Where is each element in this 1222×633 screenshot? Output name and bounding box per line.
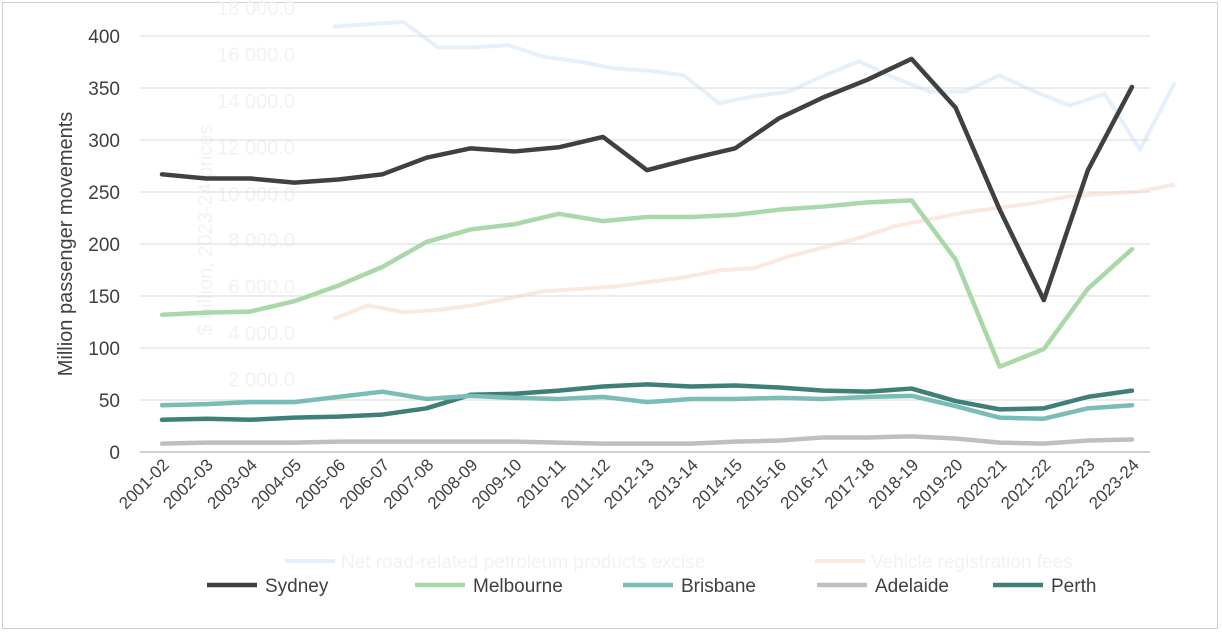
ghost-y-axis-title: $ billion, 2023-24 prices <box>195 124 217 335</box>
series-line-melbourne <box>159 198 1135 369</box>
series-line-adelaide <box>159 434 1135 446</box>
ghost-y-tick-label: 8 000.0 <box>228 230 295 252</box>
legend-label-brisbane: Brisbane <box>681 576 756 597</box>
ghost-series-line <box>332 182 1176 322</box>
y-tick-label: 0 <box>109 443 120 464</box>
y-tick-label: 400 <box>88 27 120 48</box>
ghost-legend-label: Net road-related petroleum products exci… <box>341 552 705 573</box>
legend-label-adelaide: Adelaide <box>875 576 949 597</box>
series-line-perth <box>159 382 1135 423</box>
y-tick-label: 150 <box>88 287 120 308</box>
legend-label-perth: Perth <box>1051 576 1096 597</box>
ghost-y-tick-label: 6 000.0 <box>228 277 295 299</box>
series-line-brisbane <box>159 389 1135 421</box>
ghost-y-tick-label: 4 000.0 <box>228 323 295 345</box>
y-axis-ticks: 0 50 100 150 200 250 300 350 400 <box>88 27 120 464</box>
ghost-y-tick-label: 10 000.0 <box>217 184 295 206</box>
ghost-chart: 2 000.0 4 000.0 6 000.0 8 000.0 10 000.0 12 0… <box>195 0 1177 573</box>
ghost-y-tick-label: 16 000.0 <box>217 44 295 66</box>
series-line-sydney <box>159 56 1135 303</box>
ghost-y-tick-label: 18 000.0 <box>217 0 295 20</box>
y-tick-label: 200 <box>88 235 120 256</box>
legend-label-sydney: Sydney <box>265 576 329 597</box>
ghost-y-tick-label: 14 000.0 <box>217 91 295 113</box>
series-lines <box>159 56 1135 446</box>
ghost-y-tick-label: 12 000.0 <box>217 137 295 159</box>
ghost-y-tick-label: 2 000.0 <box>228 370 295 392</box>
y-tick-label: 50 <box>99 391 120 412</box>
x-axis-ticks: 2001-022002-032003-042004-052005-062006-… <box>115 455 1143 513</box>
y-tick-label: 350 <box>88 79 120 100</box>
legend-label-melbourne: Melbourne <box>473 576 563 597</box>
y-tick-label: 300 <box>88 131 120 152</box>
legend: Sydney Melbourne Brisbane Adelaide Perth <box>207 576 1096 597</box>
y-axis-title: Million passenger movements <box>55 112 77 377</box>
y-tick-label: 100 <box>88 339 120 360</box>
ghost-legend-label: Vehicle registration fees <box>871 552 1073 573</box>
y-tick-label: 250 <box>88 183 120 204</box>
ghost-series-line <box>332 19 1177 154</box>
